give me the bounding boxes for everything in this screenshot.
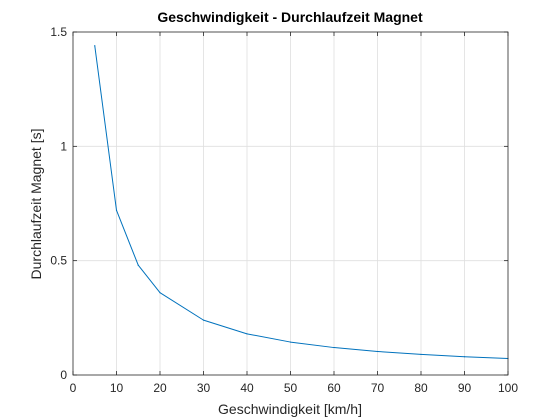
- y-tick-label: 0.5: [50, 254, 67, 268]
- x-tick-label: 30: [197, 381, 211, 395]
- data-point: [94, 45, 95, 46]
- x-tick-label: 0: [70, 381, 77, 395]
- chart-title: Geschwindigkeit - Durchlaufzeit Magnet: [157, 9, 423, 25]
- x-tick-label: 100: [498, 381, 518, 395]
- y-tick-label: 1.5: [50, 25, 67, 39]
- data-point: [464, 356, 465, 357]
- x-tick-label: 10: [110, 381, 124, 395]
- x-tick-label: 90: [458, 381, 472, 395]
- data-point: [159, 292, 160, 293]
- x-tick-label: 60: [327, 381, 341, 395]
- y-tick-label: 1: [60, 139, 67, 153]
- x-tick-label: 70: [371, 381, 385, 395]
- data-point: [246, 333, 247, 334]
- y-axis-label: Durchlaufzeit Magnet [s]: [28, 129, 44, 280]
- data-point: [420, 354, 421, 355]
- x-tick-label: 20: [153, 381, 167, 395]
- x-tick-label: 40: [240, 381, 254, 395]
- data-point: [377, 351, 378, 352]
- data-point: [203, 320, 204, 321]
- x-tick-label: 50: [284, 381, 298, 395]
- y-tick-label: 0: [60, 368, 67, 382]
- data-point: [333, 347, 334, 348]
- data-point: [138, 265, 139, 266]
- data-point: [116, 210, 117, 211]
- data-point: [290, 341, 291, 342]
- x-tick-label: 80: [414, 381, 428, 395]
- x-axis-label: Geschwindigkeit [km/h]: [218, 401, 362, 417]
